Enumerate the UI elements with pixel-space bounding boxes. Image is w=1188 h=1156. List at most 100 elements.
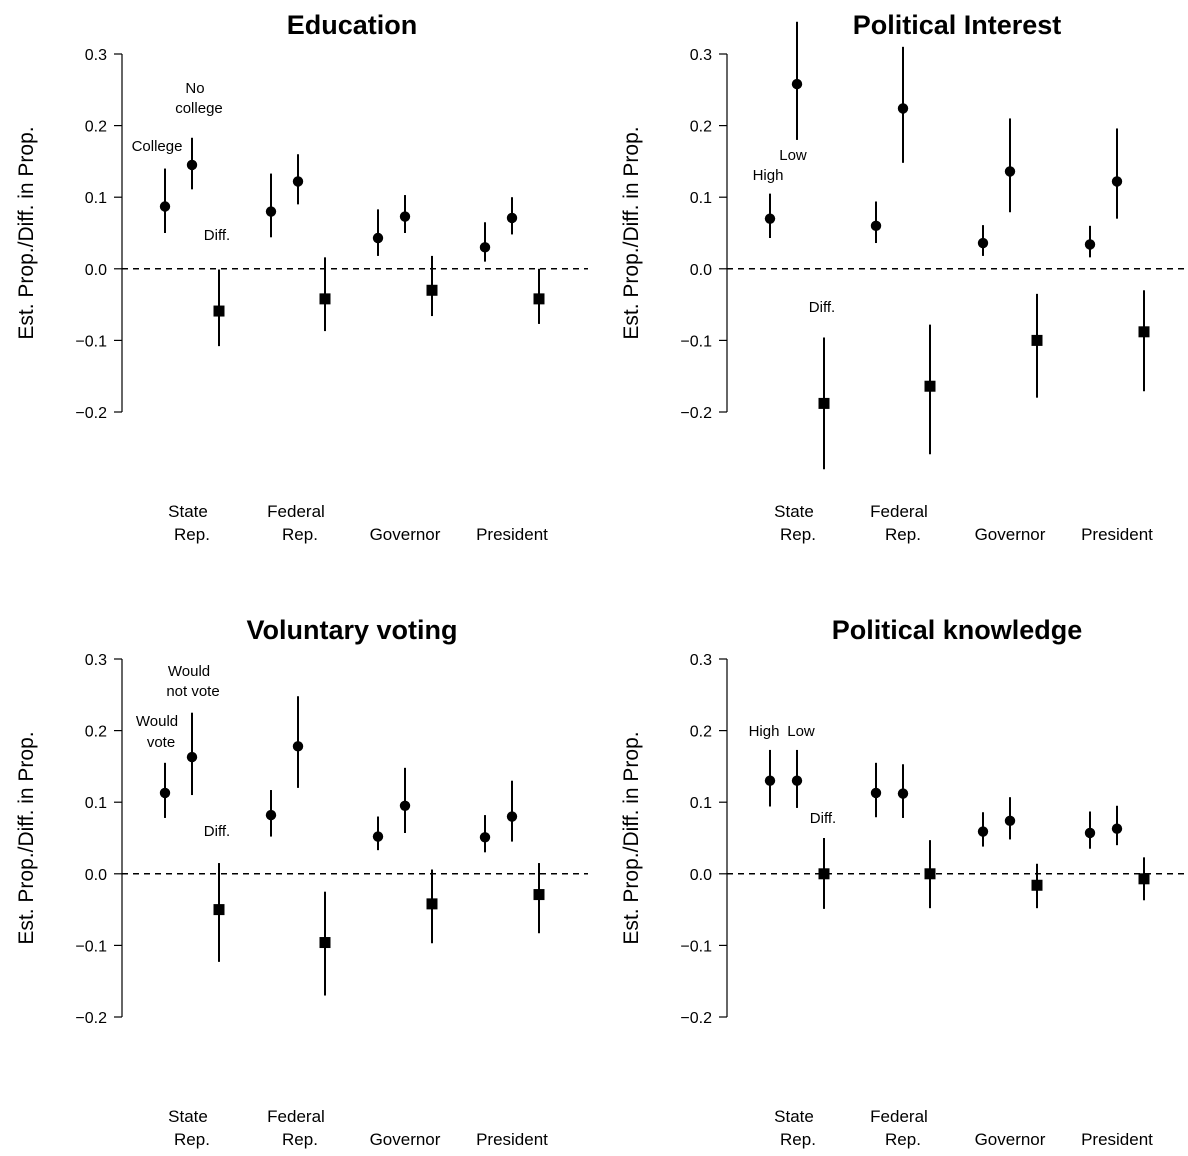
data-point-circle <box>791 775 803 786</box>
data-point-circle <box>1084 239 1096 250</box>
y-axis-label: Est. Prop./Diff. in Prop. <box>15 731 38 944</box>
series-annotation: Diff. <box>204 227 230 244</box>
y-tick-label: 0.1 <box>85 190 107 207</box>
data-point-circle <box>186 159 198 171</box>
data-point-circle <box>186 751 198 763</box>
category-label: State <box>774 502 814 521</box>
data-point-square <box>818 397 830 409</box>
data-point-square <box>319 293 331 305</box>
y-tick-label: −0.2 <box>680 1010 712 1027</box>
category-label: State <box>774 1107 814 1126</box>
data-point-square <box>1031 879 1043 891</box>
panel-title: Political Interest <box>853 10 1062 40</box>
data-point-circle <box>265 809 277 821</box>
category-label: Federal <box>267 502 325 521</box>
category-label: Rep. <box>885 525 921 544</box>
data-point-circle <box>399 211 411 222</box>
category-label: Federal <box>870 502 928 521</box>
category-label: President <box>476 1130 548 1149</box>
series-annotation: Diff. <box>809 299 835 316</box>
y-axis-label: Est. Prop./Diff. in Prop. <box>620 731 643 944</box>
data-point-circle <box>897 788 909 799</box>
y-tick-label: −0.1 <box>680 333 712 350</box>
series-annotation: High <box>753 167 784 184</box>
data-point-circle <box>292 741 304 752</box>
data-point-square <box>1138 326 1150 338</box>
y-axis-label: Est. Prop./Diff. in Prop. <box>15 126 38 339</box>
data-point-square <box>924 380 936 392</box>
y-axis-label: Est. Prop./Diff. in Prop. <box>620 126 643 339</box>
category-label: Governor <box>370 525 441 544</box>
category-label: Rep. <box>282 525 318 544</box>
y-tick-label: −0.1 <box>75 333 107 350</box>
y-tick-label: 0.2 <box>85 724 107 741</box>
series-annotation: Would <box>136 713 178 730</box>
series-annotation: not vote <box>166 683 219 700</box>
y-tick-label: 0.3 <box>85 47 107 64</box>
y-tick-label: −0.2 <box>75 1010 107 1027</box>
panel-title: Education <box>287 10 418 40</box>
data-point-circle <box>977 237 989 249</box>
y-tick-label: 0.2 <box>690 724 712 741</box>
series-annotation: College <box>132 138 183 155</box>
series-annotation: Low <box>787 723 815 740</box>
category-label: Governor <box>975 525 1046 544</box>
data-point-circle <box>1004 815 1016 827</box>
category-label: Federal <box>870 1107 928 1126</box>
data-point-circle <box>897 103 909 114</box>
data-point-circle <box>479 242 491 253</box>
category-label: President <box>476 525 548 544</box>
data-point-circle <box>372 232 384 244</box>
category-label: Rep. <box>174 1130 210 1149</box>
data-point-square <box>1031 334 1043 346</box>
category-label: State <box>168 502 208 521</box>
panel-1: Education Est. Prop./Diff. in Prop. 0.3 0.2… <box>15 10 588 544</box>
y-tick-label: −0.1 <box>680 938 712 955</box>
data-point-square <box>213 904 225 916</box>
series-annotation: Diff. <box>204 823 230 840</box>
y-tick-label: 0.3 <box>690 47 712 64</box>
data-point-circle <box>1111 176 1123 187</box>
category-label: President <box>1081 525 1153 544</box>
y-tick-label: 0.1 <box>85 795 107 812</box>
data-point-circle <box>870 787 882 799</box>
category-label: Rep. <box>885 1130 921 1149</box>
category-label: Rep. <box>780 1130 816 1149</box>
data-point-square <box>213 305 225 317</box>
series-annotation: High <box>749 723 780 740</box>
data-point-square <box>818 868 830 880</box>
data-point-circle <box>159 787 171 799</box>
data-point-circle <box>1111 823 1123 834</box>
y-tick-label: −0.1 <box>75 938 107 955</box>
y-tick-label: −0.2 <box>680 405 712 422</box>
category-label: Governor <box>370 1130 441 1149</box>
series-annotation: Diff. <box>810 810 836 827</box>
category-label: Governor <box>975 1130 1046 1149</box>
data-point-square <box>533 293 545 305</box>
y-tick-label: 0.1 <box>690 795 712 812</box>
data-point-circle <box>764 775 776 786</box>
series-annotation: No <box>185 80 204 97</box>
data-point-circle <box>479 832 491 843</box>
y-tick-label: −0.2 <box>75 405 107 422</box>
y-tick-label: 0.0 <box>85 867 107 884</box>
data-point-circle <box>399 800 411 811</box>
category-label: Federal <box>267 1107 325 1126</box>
series-annotation: Low <box>779 147 807 164</box>
data-point-circle <box>977 826 989 837</box>
y-tick-label: 0.2 <box>85 119 107 136</box>
y-tick-label: 0.2 <box>690 119 712 136</box>
data-point-circle <box>1004 166 1016 177</box>
category-label: State <box>168 1107 208 1126</box>
data-point-circle <box>506 212 518 224</box>
y-tick-label: 0.3 <box>85 652 107 669</box>
data-point-square <box>426 284 438 296</box>
y-tick-label: 0.3 <box>690 652 712 669</box>
data-point-square <box>426 898 438 910</box>
series-annotation: vote <box>147 734 175 751</box>
category-label: President <box>1081 1130 1153 1149</box>
series-annotation: college <box>175 100 223 117</box>
data-point-circle <box>292 176 304 187</box>
